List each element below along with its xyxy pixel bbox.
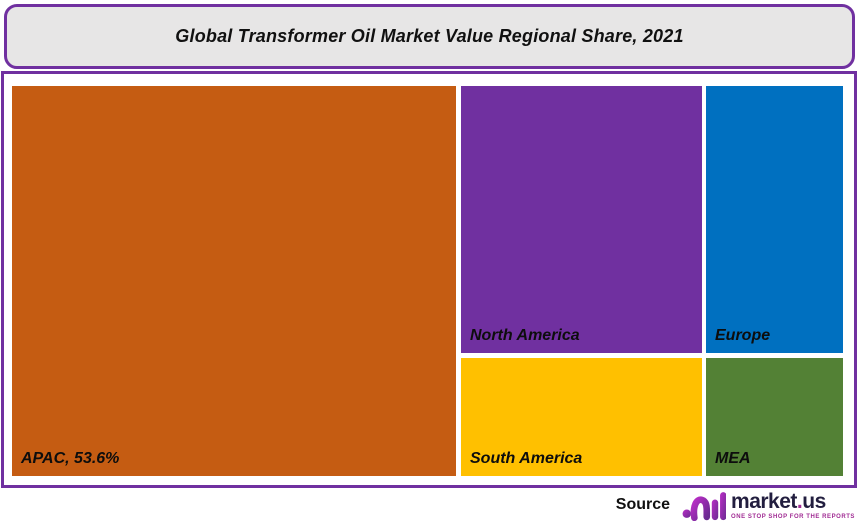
brand-tagline: ONE STOP SHOP FOR THE REPORTS: [731, 513, 855, 520]
treemap-tile-apac: APAC, 53.6%: [12, 86, 456, 476]
treemap-tile-south-america: South America: [461, 358, 702, 476]
brand-name: market.us: [731, 489, 826, 513]
chart-title-box: Global Transformer Oil Market Value Regi…: [4, 4, 855, 69]
source-attribution: Source market.us ONE STOP SHOP FOR THE R…: [616, 487, 855, 523]
tile-label-north-america: North America: [470, 327, 580, 344]
treemap-tile-mea: MEA: [706, 358, 843, 476]
marketus-logo-text: market.us ONE STOP SHOP FOR THE REPORTS: [731, 491, 855, 520]
marketus-logo: market.us ONE STOP SHOP FOR THE REPORTS: [682, 489, 855, 521]
tile-label-europe: Europe: [715, 327, 771, 344]
chart-title: Global Transformer Oil Market Value Regi…: [175, 26, 684, 46]
treemap-tile-europe: Europe: [706, 86, 843, 353]
tile-label-apac: APAC, 53.6%: [21, 450, 120, 467]
treemap-tile-north-america: North America: [461, 86, 702, 353]
marketus-logo-icon: [682, 492, 727, 521]
tile-label-south-america: South America: [470, 450, 583, 467]
tile-label-mea: MEA: [715, 450, 751, 467]
source-label: Source: [615, 496, 671, 513]
